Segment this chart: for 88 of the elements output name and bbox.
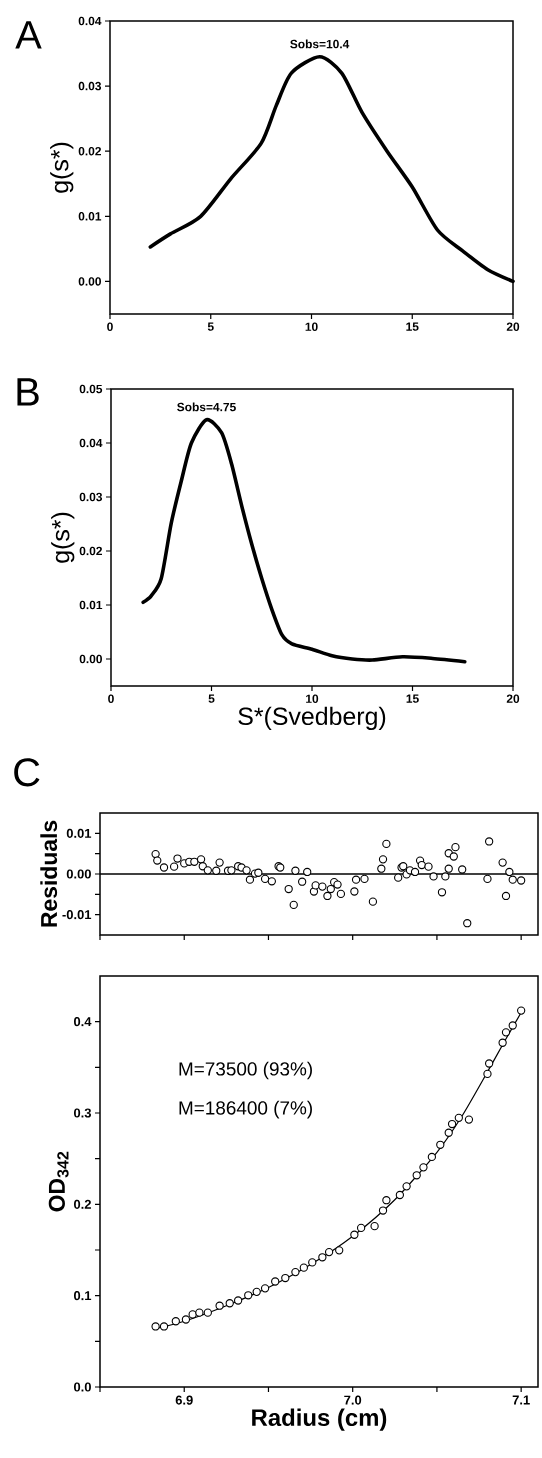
point xyxy=(444,1128,453,1137)
y-tick-label: 0.00 xyxy=(79,654,102,664)
point xyxy=(412,1171,421,1180)
point xyxy=(181,1315,191,1324)
y-axis-title: OD$_{342}$ xyxy=(48,1151,69,1212)
point xyxy=(225,1299,234,1308)
annotation: Sobs=4.75 xyxy=(177,402,236,412)
x-tick-label: 0 xyxy=(107,322,113,331)
y-tick-label: 0.02 xyxy=(78,146,101,156)
x-tick-label: 0 xyxy=(108,694,114,703)
point xyxy=(318,1253,327,1262)
point xyxy=(378,1206,388,1215)
x-tick-label: 7.1 xyxy=(512,1395,530,1405)
point xyxy=(291,1267,300,1277)
annotation: M=73500 (93%) xyxy=(179,1061,312,1080)
point xyxy=(335,1246,344,1255)
chart-title: A xyxy=(15,21,42,49)
y-tick-label: 0.05 xyxy=(79,384,103,394)
point xyxy=(395,1190,405,1200)
point xyxy=(382,1196,391,1205)
line-series xyxy=(141,417,467,664)
y-tick-label: 0.01 xyxy=(78,212,102,221)
annotation: Sobs=10.4 xyxy=(290,39,350,49)
point xyxy=(350,1230,359,1239)
annotation: M=186400 (7%) xyxy=(179,1100,312,1119)
x-tick-label: 20 xyxy=(506,694,520,703)
y-tick-label: -0.01 xyxy=(62,910,92,920)
point xyxy=(483,1069,492,1079)
x-tick-label: 15 xyxy=(406,322,419,331)
point xyxy=(151,1322,160,1331)
point xyxy=(436,1140,445,1149)
y-tick-label: 0.2 xyxy=(73,1199,91,1209)
y-tick-label: 0.00 xyxy=(66,869,91,879)
point xyxy=(498,1038,507,1047)
x-tick-label: 5 xyxy=(208,694,215,703)
y-tick-label: 0.3 xyxy=(73,1108,92,1118)
point xyxy=(370,1222,379,1231)
x-tick-label: 10 xyxy=(306,694,319,703)
point xyxy=(485,1059,494,1068)
point xyxy=(299,1263,308,1272)
point xyxy=(464,1115,474,1124)
point xyxy=(501,1028,511,1037)
point xyxy=(454,1113,463,1122)
point xyxy=(517,1006,526,1015)
y-axis-title: Residuals xyxy=(40,820,58,927)
point xyxy=(427,1152,437,1162)
y-axis-title: g(s*) xyxy=(50,142,74,193)
point xyxy=(195,1308,204,1317)
y-tick-label: 0.0 xyxy=(73,1382,91,1392)
point xyxy=(260,1284,270,1293)
y-tick-label: 0.03 xyxy=(79,492,103,502)
y-axis-title: g(s*) xyxy=(51,512,75,563)
point xyxy=(159,1322,169,1331)
y-tick-label: 0.03 xyxy=(78,81,102,91)
point xyxy=(252,1287,261,1296)
point xyxy=(356,1223,366,1233)
point xyxy=(171,1317,180,1326)
x-tick-label: 5 xyxy=(207,322,214,331)
y-tick-label: 0.4 xyxy=(73,1017,92,1027)
point xyxy=(271,1277,280,1286)
point xyxy=(508,1021,517,1030)
x-tick-label: 15 xyxy=(406,694,419,703)
x-tick-label: 10 xyxy=(305,322,318,331)
point xyxy=(233,1296,243,1305)
y-tick-label: 0.01 xyxy=(66,828,92,838)
x-tick-label: 7.0 xyxy=(344,1395,362,1405)
y-tick-label: 0.02 xyxy=(79,546,102,556)
y-tick-label: 0.04 xyxy=(78,16,102,26)
point xyxy=(324,1247,334,1257)
y-tick-label: 0.04 xyxy=(79,438,103,448)
y-tick-label: 0.00 xyxy=(78,277,101,286)
x-axis-title: S*(Svedberg) xyxy=(238,706,386,731)
point xyxy=(215,1301,224,1310)
point xyxy=(419,1163,428,1172)
x-axis-title: Radius (cm) xyxy=(252,1408,387,1431)
x-tick-label: 20 xyxy=(506,322,520,331)
x-tick-label: 6.9 xyxy=(175,1395,193,1405)
point xyxy=(281,1273,290,1283)
point xyxy=(203,1308,212,1317)
chart-title: C xyxy=(14,758,40,787)
y-tick-label: 0.01 xyxy=(79,600,103,610)
chart-title: B xyxy=(17,378,39,406)
point xyxy=(188,1310,197,1319)
point xyxy=(447,1119,457,1129)
point xyxy=(308,1258,317,1267)
y-tick-label: 0.1 xyxy=(73,1291,92,1301)
point xyxy=(244,1291,253,1300)
point xyxy=(402,1182,411,1191)
